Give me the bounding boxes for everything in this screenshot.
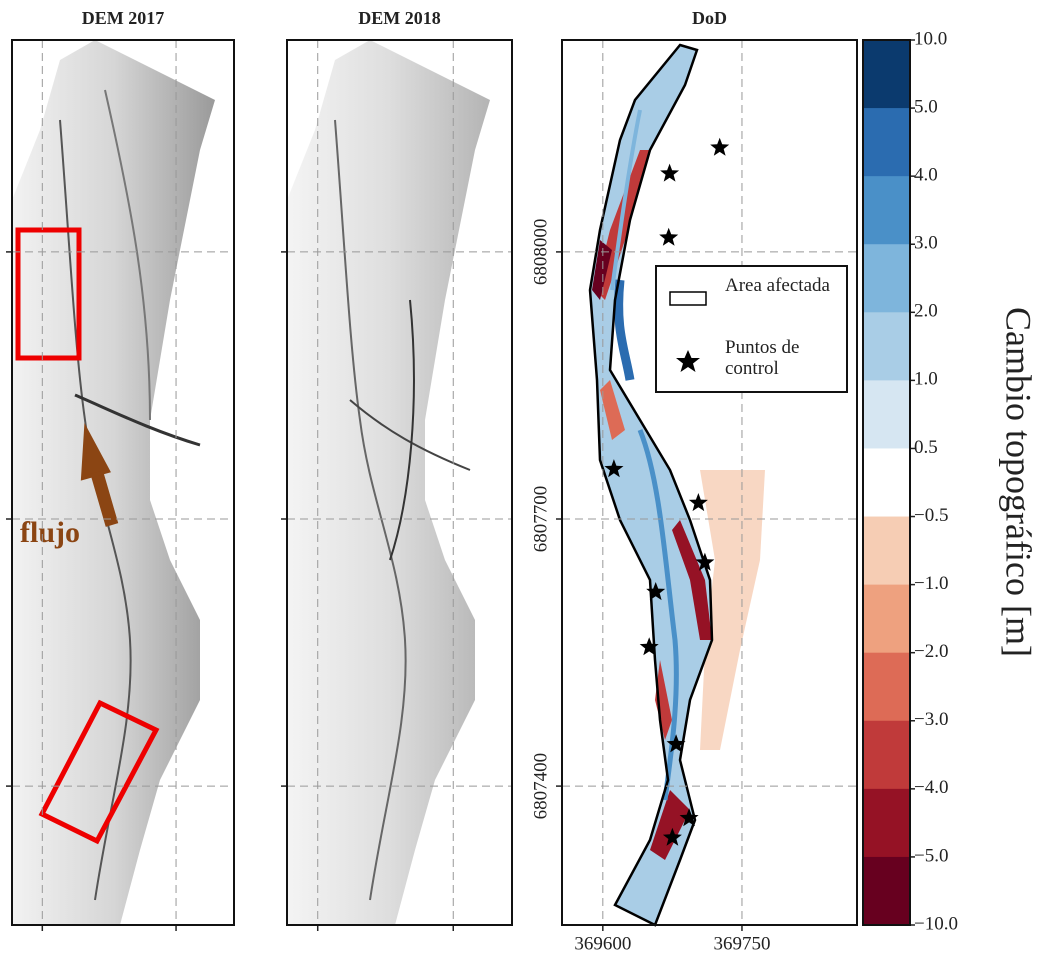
x-tick-label: 369600 [574, 933, 631, 954]
legend-label: Area afectada [725, 275, 840, 296]
annotation: flujo [20, 516, 80, 549]
colorbar-label: Cambio topográfico [m] [999, 307, 1039, 657]
y-tick-label: 6807700 [530, 486, 551, 553]
colorbar-segment [863, 108, 910, 177]
panel-title: DEM 2017 [82, 8, 165, 28]
colorbar-segment [863, 653, 910, 722]
colorbar-segment [863, 517, 910, 586]
legend-swatch [669, 289, 709, 309]
panel-title: DoD [692, 8, 727, 28]
change-raster [590, 45, 765, 925]
colorbar-segment [863, 789, 910, 858]
colorbar-segment [863, 857, 910, 926]
figure: flujo DEM 2017 DEM 2018 DoD 369600 369750 680… [0, 0, 1044, 959]
colorbar-tick-label: 0.5 [914, 437, 938, 458]
colorbar-segment [863, 721, 910, 790]
y-tick-label: 6808000 [530, 219, 551, 286]
colorbar-tick-label: −0.5 [914, 505, 948, 526]
colorbar-segment [863, 176, 910, 245]
colorbar-tick-label: −3.0 [914, 709, 948, 730]
colorbar-tick-label: 4.0 [914, 165, 938, 186]
colorbar-tick-label: 1.0 [914, 369, 938, 390]
colorbar-segment [863, 380, 910, 449]
control-point [710, 138, 729, 156]
legend: Area afectada Puntos de control [655, 265, 848, 393]
colorbar-segment [863, 448, 910, 517]
colorbar-tick-label: 2.0 [914, 301, 938, 322]
control-point [660, 164, 679, 182]
colorbar-segment [863, 244, 910, 313]
colorbar-segment [863, 40, 910, 109]
colorbar-segment [863, 312, 910, 381]
colorbar-tick-label: −10.0 [914, 913, 958, 934]
colorbar-segment [863, 585, 910, 654]
colorbar-tick-label: −1.0 [914, 573, 948, 594]
control-point [659, 228, 678, 246]
colorbar-tick-label: −5.0 [914, 845, 948, 866]
legend-label: Puntos de control [725, 337, 840, 379]
y-tick-label: 6807400 [530, 753, 551, 820]
chart: flujo DEM 2017 DEM 2018 DoD 369600 369750 680… [0, 0, 1044, 959]
colorbar-tick-label: 5.0 [914, 96, 938, 117]
colorbar-tick-label: −4.0 [914, 777, 948, 798]
legend-swatch [672, 347, 712, 377]
x-tick-label: 369750 [713, 933, 770, 954]
panel-title: DEM 2018 [358, 8, 441, 28]
colorbar-tick-label: −2.0 [914, 641, 948, 662]
colorbar-tick-label: 3.0 [914, 233, 938, 254]
colorbar-tick-label: 10.0 [914, 28, 947, 49]
